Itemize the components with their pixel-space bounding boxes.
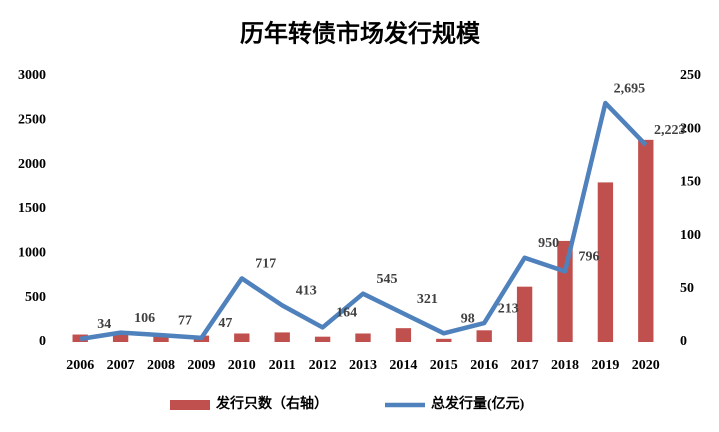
data-label: 34 (97, 317, 111, 332)
x-tick-label: 2006 (66, 358, 94, 373)
y-tick-label: 0 (39, 334, 46, 349)
y-tick-label: 1500 (18, 201, 46, 216)
y2-tick-label: 100 (680, 228, 701, 243)
data-label: 545 (377, 272, 398, 287)
legend-label: 总发行量(亿元) (431, 395, 525, 412)
data-label: 796 (579, 250, 600, 265)
bar (638, 139, 654, 342)
data-label: 98 (461, 312, 475, 327)
bar (234, 333, 250, 342)
x-tick-label: 2007 (107, 358, 135, 373)
y-tick-label: 500 (25, 290, 46, 305)
y-tick-label: 3000 (18, 68, 46, 83)
bar (395, 328, 412, 342)
line (79, 100, 648, 342)
bar (153, 336, 169, 342)
data-label: 413 (296, 284, 317, 299)
y2-tick-label: 50 (680, 281, 694, 296)
y2-tick-label: 200 (680, 121, 701, 136)
data-label: 2,223 (654, 123, 686, 138)
bar (476, 330, 492, 342)
x-tick-label: 2009 (187, 358, 215, 373)
y-tick-label: 2500 (18, 113, 46, 128)
x-tick-label: 2011 (269, 358, 296, 373)
y-tick-label: 1000 (18, 246, 46, 261)
x-tick-label: 2008 (147, 358, 175, 373)
x-tick-label: 2012 (309, 358, 337, 373)
bar (314, 336, 331, 342)
y2-tick-label: 150 (680, 175, 701, 190)
data-label: 77 (178, 313, 192, 328)
data-label: 717 (255, 257, 276, 272)
legend-swatch (170, 400, 210, 410)
bar (597, 182, 614, 342)
data-label: 950 (538, 236, 559, 251)
bar (557, 240, 573, 342)
data-label: 213 (498, 301, 519, 316)
data-label: 164 (336, 306, 357, 321)
legend-label: 发行只数（右轴） (215, 395, 328, 412)
data-label: 2,695 (614, 81, 646, 96)
data-label: 47 (218, 316, 232, 331)
bar (355, 333, 371, 342)
bar (112, 334, 129, 342)
bar (274, 332, 290, 342)
x-tick-label: 2013 (349, 358, 377, 373)
x-tick-label: 2019 (591, 358, 619, 373)
bar (436, 338, 452, 342)
x-tick-label: 2015 (430, 358, 458, 373)
y2-tick-label: 250 (680, 68, 701, 83)
y2-tick-label: 0 (680, 334, 687, 349)
x-tick-label: 2020 (632, 358, 660, 373)
x-tick-label: 2014 (389, 358, 417, 373)
x-tick-label: 2017 (511, 358, 539, 373)
bar (516, 286, 533, 342)
x-tick-label: 2010 (228, 358, 256, 373)
x-tick-label: 2016 (470, 358, 498, 373)
x-tick-label: 2018 (551, 358, 579, 373)
data-label: 321 (417, 292, 438, 307)
chart-title: 历年转债市场发行规模 (240, 20, 481, 48)
data-label: 106 (134, 311, 155, 326)
y-tick-label: 2000 (18, 157, 46, 172)
